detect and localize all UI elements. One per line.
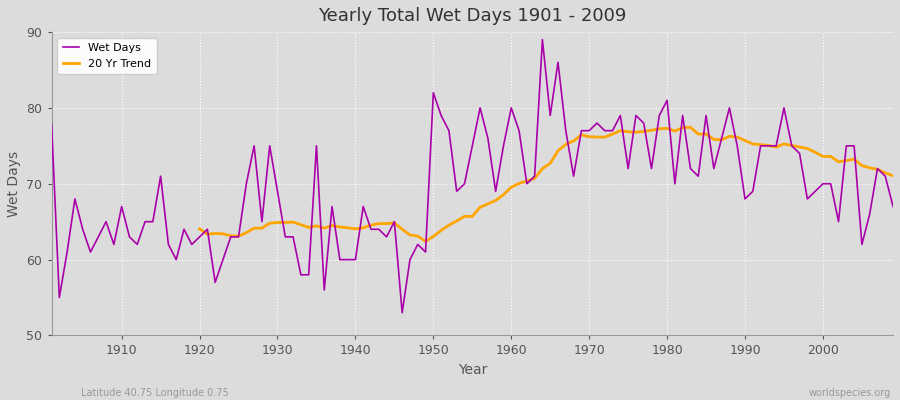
Line: Wet Days: Wet Days: [51, 40, 893, 313]
20 Yr Trend: [872, 167, 883, 172]
X-axis label: Year: Year: [457, 363, 487, 377]
Text: worldspecies.org: worldspecies.org: [809, 388, 891, 398]
Wet Days: [280, 234, 291, 239]
20 Yr Trend: [405, 232, 416, 237]
Text: Latitude 40.75 Longitude 0.75: Latitude 40.75 Longitude 0.75: [81, 388, 229, 398]
Wet Days: [109, 242, 120, 247]
20 Yr Trend: [420, 239, 431, 244]
20 Yr Trend: [288, 220, 299, 224]
Legend: Wet Days, 20 Yr Trend: Wet Days, 20 Yr Trend: [57, 38, 157, 74]
Wet Days: [46, 121, 57, 126]
20 Yr Trend: [693, 132, 704, 136]
Wet Days: [537, 37, 548, 42]
Wet Days: [514, 128, 525, 133]
Title: Yearly Total Wet Days 1901 - 2009: Yearly Total Wet Days 1901 - 2009: [318, 7, 626, 25]
20 Yr Trend: [787, 143, 797, 148]
Wet Days: [615, 113, 626, 118]
20 Yr Trend: [802, 146, 813, 151]
Wet Days: [397, 310, 408, 315]
20 Yr Trend: [194, 226, 205, 231]
20 Yr Trend: [887, 173, 898, 178]
Wet Days: [327, 204, 338, 209]
Wet Days: [506, 106, 517, 110]
20 Yr Trend: [685, 125, 696, 130]
Y-axis label: Wet Days: Wet Days: [7, 151, 21, 217]
Line: 20 Yr Trend: 20 Yr Trend: [200, 127, 893, 242]
Wet Days: [887, 204, 898, 209]
